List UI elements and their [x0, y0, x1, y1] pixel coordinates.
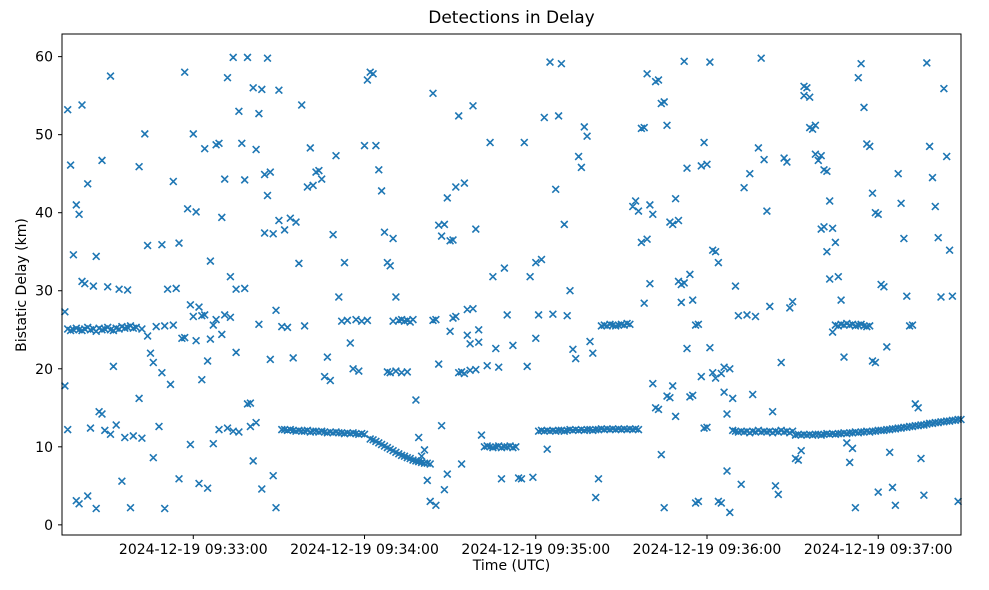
y-tick-label: 0 [44, 518, 53, 534]
chart-title: Detections in Delay [428, 8, 595, 28]
y-tick-label: 30 [35, 284, 53, 300]
y-tick-label: 10 [35, 440, 53, 456]
x-tick-label: 2024-12-19 09:36:00 [633, 542, 782, 558]
x-tick-label: 2024-12-19 09:34:00 [290, 542, 439, 558]
y-tick-label: 50 [35, 128, 53, 144]
x-axis-label: Time (UTC) [472, 558, 551, 574]
y-axis-label: Bistatic Delay (km) [14, 218, 30, 352]
plot-border [61, 33, 962, 536]
x-tick-label: 2024-12-19 09:35:00 [461, 542, 610, 558]
x-tick-label: 2024-12-19 09:33:00 [119, 542, 268, 558]
scatter-points [60, 53, 965, 517]
y-tick-label: 60 [35, 50, 53, 66]
x-tick-label: 2024-12-19 09:37:00 [804, 542, 953, 558]
y-tick-label: 20 [35, 362, 53, 378]
y-tick-label: 40 [35, 206, 53, 222]
